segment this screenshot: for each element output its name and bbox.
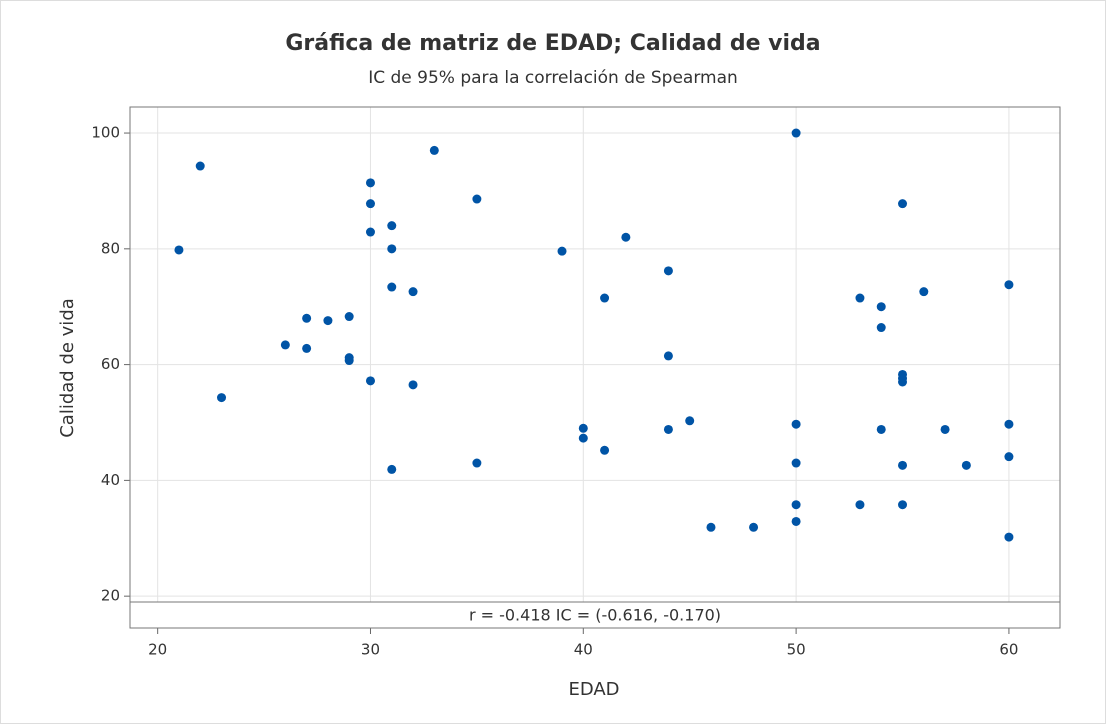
point [600,445,610,455]
point [876,302,886,312]
x-tick-label: 60 [999,641,1018,659]
point [365,178,375,188]
point [344,356,354,366]
x-tick-label: 50 [787,641,806,659]
point [408,287,418,297]
y-axis-label: Calidad de vida [57,298,78,438]
y-tick-label: 100 [91,124,120,142]
y-tick-label: 80 [101,239,120,257]
x-tick-label: 40 [574,641,593,659]
point [1004,280,1014,290]
point [280,340,290,350]
point [791,500,801,510]
point [898,500,908,510]
annotation-box [130,602,1060,628]
plot-area [130,107,1060,628]
point [578,433,588,443]
point [302,343,312,353]
point [663,266,673,276]
y-tick-label: 40 [101,471,120,489]
point [791,419,801,429]
point [557,246,567,256]
point [855,293,865,303]
x-tick-label: 20 [148,641,167,659]
point [302,313,312,323]
point [429,145,439,155]
point [1004,419,1014,429]
point [472,458,482,468]
point [387,464,397,474]
point [174,245,184,255]
x-tick-label: 30 [361,641,380,659]
point [663,424,673,434]
chart-subtitle: IC de 95% para la correlación de Spearma… [368,68,738,88]
point [323,316,333,326]
point [1004,452,1014,462]
y-tick-label: 60 [101,355,120,373]
point [876,323,886,333]
point [663,351,673,361]
point [344,312,354,322]
point [940,424,950,434]
point [961,460,971,470]
point [855,500,865,510]
point [791,458,801,468]
point [898,460,908,470]
point [621,232,631,242]
point [365,227,375,237]
point [387,282,397,292]
point [1004,532,1014,542]
x-axis-label: EDAD [568,679,619,700]
point [408,380,418,390]
point [578,423,588,433]
point [195,161,205,171]
point [749,522,759,532]
point [365,199,375,209]
point [919,287,929,297]
point [685,416,695,426]
point [876,424,886,434]
point [600,293,610,303]
point [898,377,908,387]
annotation: r = -0.418 IC = (-0.616, -0.170) [469,606,721,625]
point [791,128,801,138]
point [791,516,801,526]
point [472,194,482,204]
plot-border [129,106,1061,629]
point [387,244,397,254]
point [365,376,375,386]
point [898,199,908,209]
point [217,393,227,403]
point [387,221,397,231]
chart-title: Gráfica de matriz de EDAD; Calidad de vi… [285,31,820,56]
y-tick-label: 20 [101,587,120,605]
point [706,522,716,532]
